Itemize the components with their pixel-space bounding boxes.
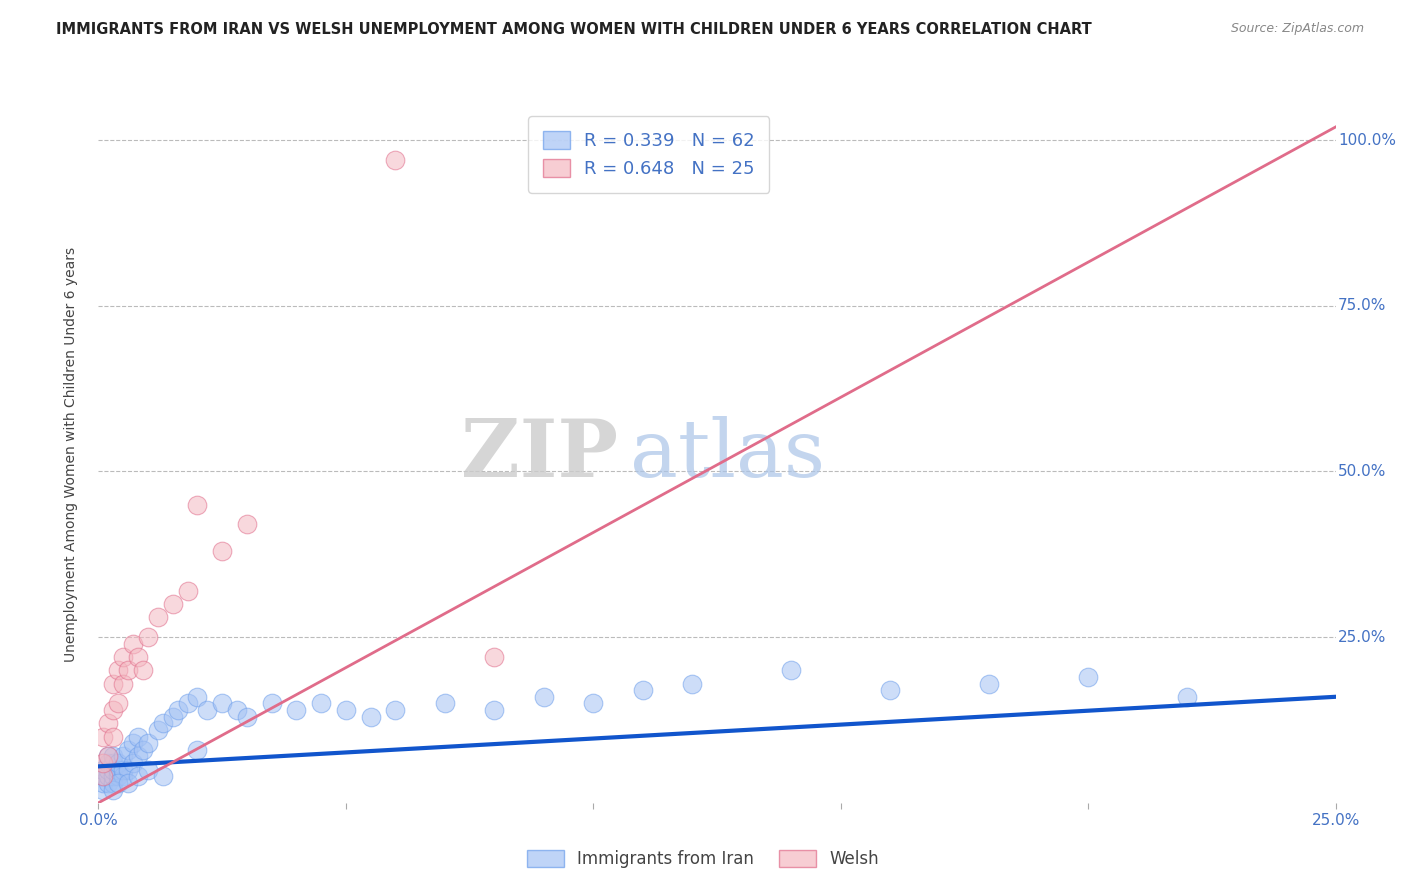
Point — [484, 703, 506, 717]
Text: atlas: atlas — [630, 416, 825, 494]
Point — [127, 730, 149, 744]
Point — [360, 709, 382, 723]
Point — [112, 676, 135, 690]
Point — [236, 517, 259, 532]
Point — [112, 769, 135, 783]
Point — [146, 610, 169, 624]
Legend: R = 0.339   N = 62, R = 0.648   N = 25: R = 0.339 N = 62, R = 0.648 N = 25 — [529, 116, 769, 193]
Point — [97, 769, 120, 783]
Point — [176, 697, 198, 711]
Point — [93, 763, 115, 777]
Text: ZIP: ZIP — [461, 416, 619, 494]
Text: 25.0%: 25.0% — [1339, 630, 1386, 645]
Point — [166, 703, 188, 717]
Point — [285, 703, 308, 717]
Point — [162, 709, 184, 723]
Point — [107, 763, 129, 777]
Point — [103, 749, 125, 764]
Point — [93, 782, 115, 797]
Text: 50.0%: 50.0% — [1339, 464, 1386, 479]
Point — [1077, 670, 1099, 684]
Point — [103, 776, 125, 790]
Point — [122, 637, 145, 651]
Point — [384, 703, 406, 717]
Point — [107, 663, 129, 677]
Point — [484, 650, 506, 665]
Point — [631, 683, 654, 698]
Point — [103, 756, 125, 770]
Point — [117, 743, 139, 757]
Point — [260, 697, 283, 711]
Point — [127, 769, 149, 783]
Point — [309, 697, 332, 711]
Point — [97, 756, 120, 770]
Point — [107, 756, 129, 770]
Point — [107, 769, 129, 783]
Point — [226, 703, 249, 717]
Point — [127, 650, 149, 665]
Point — [122, 756, 145, 770]
Point — [879, 683, 901, 698]
Point — [236, 709, 259, 723]
Point — [97, 716, 120, 731]
Point — [103, 730, 125, 744]
Point — [112, 749, 135, 764]
Point — [195, 703, 218, 717]
Point — [103, 763, 125, 777]
Point — [186, 498, 208, 512]
Point — [117, 663, 139, 677]
Point — [384, 153, 406, 167]
Point — [117, 763, 139, 777]
Point — [136, 736, 159, 750]
Point — [146, 723, 169, 737]
Legend: Immigrants from Iran, Welsh: Immigrants from Iran, Welsh — [520, 843, 886, 875]
Point — [93, 769, 115, 783]
Point — [780, 663, 803, 677]
Point — [533, 690, 555, 704]
Point — [433, 697, 456, 711]
Point — [211, 544, 233, 558]
Point — [132, 663, 155, 677]
Text: 100.0%: 100.0% — [1339, 133, 1396, 148]
Point — [681, 676, 703, 690]
Point — [136, 763, 159, 777]
Point — [122, 736, 145, 750]
Point — [103, 782, 125, 797]
Point — [117, 776, 139, 790]
Point — [93, 776, 115, 790]
Point — [136, 630, 159, 644]
Point — [103, 703, 125, 717]
Point — [107, 776, 129, 790]
Point — [112, 763, 135, 777]
Point — [211, 697, 233, 711]
Text: 75.0%: 75.0% — [1339, 298, 1386, 313]
Point — [152, 769, 174, 783]
Point — [97, 749, 120, 764]
Point — [1175, 690, 1198, 704]
Point — [93, 756, 115, 770]
Point — [162, 597, 184, 611]
Point — [127, 749, 149, 764]
Point — [176, 583, 198, 598]
Point — [132, 743, 155, 757]
Point — [979, 676, 1001, 690]
Point — [112, 650, 135, 665]
Point — [152, 716, 174, 731]
Point — [93, 730, 115, 744]
Point — [582, 697, 605, 711]
Text: Source: ZipAtlas.com: Source: ZipAtlas.com — [1230, 22, 1364, 36]
Point — [107, 697, 129, 711]
Y-axis label: Unemployment Among Women with Children Under 6 years: Unemployment Among Women with Children U… — [63, 247, 77, 663]
Point — [97, 763, 120, 777]
Point — [103, 769, 125, 783]
Point — [186, 743, 208, 757]
Point — [335, 703, 357, 717]
Point — [186, 690, 208, 704]
Point — [97, 776, 120, 790]
Point — [103, 676, 125, 690]
Point — [97, 749, 120, 764]
Text: IMMIGRANTS FROM IRAN VS WELSH UNEMPLOYMENT AMONG WOMEN WITH CHILDREN UNDER 6 YEA: IMMIGRANTS FROM IRAN VS WELSH UNEMPLOYME… — [56, 22, 1092, 37]
Point — [93, 769, 115, 783]
